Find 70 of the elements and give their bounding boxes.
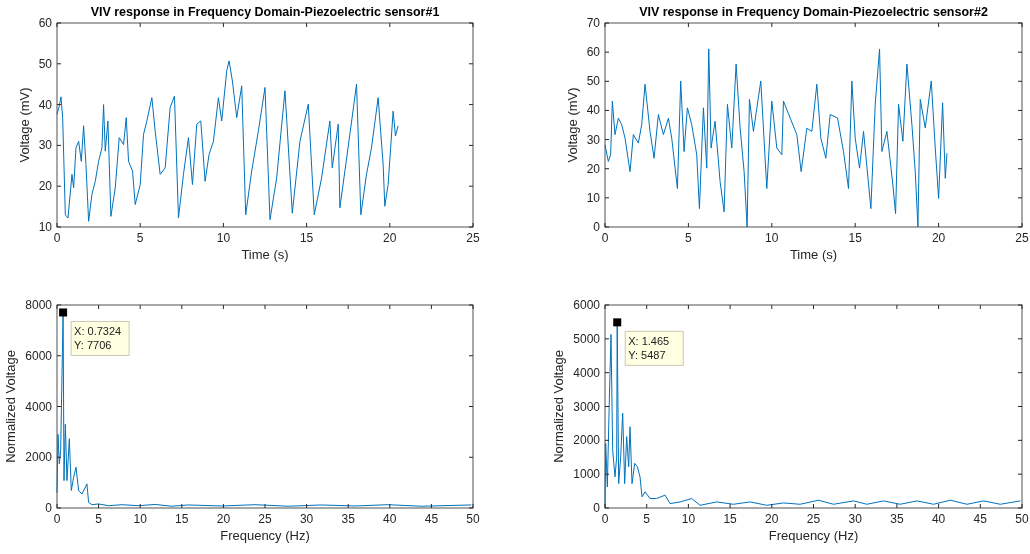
x-tick-label: 5 bbox=[685, 231, 693, 245]
y-axis-title: Voltage (mV) bbox=[17, 87, 32, 163]
x-tick-label: 20 bbox=[765, 512, 779, 526]
x-tick-label: 35 bbox=[341, 512, 356, 526]
x-tick-label: 25 bbox=[258, 512, 272, 526]
x-tick-label: 45 bbox=[973, 512, 988, 526]
y-tick-label: 2000 bbox=[25, 450, 53, 465]
y-tick-label: 0 bbox=[593, 220, 601, 234]
y-tick-label: 20 bbox=[586, 161, 601, 176]
y-tick-label: 20 bbox=[38, 179, 53, 194]
y-tick-label: 2000 bbox=[573, 433, 601, 448]
y-tick-label: 0 bbox=[45, 501, 53, 515]
y-tick-label: 60 bbox=[38, 16, 53, 30]
y-tick-label: 40 bbox=[586, 103, 601, 118]
x-tick-label: 5 bbox=[136, 231, 144, 245]
x-tick-label: 30 bbox=[848, 512, 863, 526]
y-tick-label: 1000 bbox=[573, 467, 601, 482]
y-tick-label: 30 bbox=[586, 132, 601, 147]
y-tick-label: 10 bbox=[586, 190, 601, 205]
x-axis-title: Frequency (Hz) bbox=[768, 528, 859, 543]
x-tick-label: 10 bbox=[216, 231, 231, 245]
x-tick-label: 30 bbox=[299, 512, 314, 526]
y-tick-label: 10 bbox=[38, 220, 53, 234]
y-tick-label: 50 bbox=[586, 74, 601, 89]
x-tick-label: 20 bbox=[931, 231, 946, 245]
chart-title: VIV response in Frequency Domain-Piezoelectric sensor#2 bbox=[639, 5, 988, 19]
x-tick-label: 35 bbox=[890, 512, 904, 526]
y-axis-title: Voltage (mV) bbox=[565, 87, 580, 163]
x-tick-label: 25 bbox=[466, 231, 480, 245]
y-tick-label: 40 bbox=[38, 97, 53, 112]
y-tick-label: 70 bbox=[586, 16, 601, 30]
annotation: X: 0.7324 Y: 7706 bbox=[74, 325, 122, 352]
y-tick-label: 5000 bbox=[573, 331, 601, 346]
x-tick-label: 10 bbox=[765, 231, 779, 245]
x-tick-label: 45 bbox=[424, 512, 439, 526]
x-tick-label: 5 bbox=[643, 512, 651, 526]
x-axis-title: Frequency (Hz) bbox=[220, 528, 310, 543]
x-tick-label: 20 bbox=[216, 512, 231, 526]
x-tick-label: 15 bbox=[723, 512, 738, 526]
y-tick-label: 0 bbox=[593, 501, 601, 515]
x-tick-label: 40 bbox=[383, 512, 397, 526]
x-tick-label: 50 bbox=[466, 512, 480, 526]
y-axis-title: Normalized Voltage bbox=[3, 350, 18, 463]
annotation: X: 1.465 Y: 5487 bbox=[628, 335, 670, 362]
x-tick-label: 5 bbox=[95, 512, 103, 526]
x-tick-label: 15 bbox=[848, 231, 863, 245]
x-tick-label: 40 bbox=[931, 512, 946, 526]
x-tick-label: 25 bbox=[1015, 231, 1029, 245]
x-axis-title: Time (s) bbox=[789, 247, 838, 262]
y-tick-label: 6000 bbox=[25, 348, 53, 363]
line-series bbox=[604, 48, 948, 228]
x-tick-label: 25 bbox=[806, 512, 821, 526]
y-tick-label: 30 bbox=[38, 138, 53, 153]
y-tick-label: 6000 bbox=[573, 298, 601, 312]
x-tick-label: 10 bbox=[133, 512, 148, 526]
y-tick-label: 3000 bbox=[573, 399, 601, 414]
y-axis-title: Normalized Voltage bbox=[551, 350, 566, 463]
x-tick-label: 20 bbox=[383, 231, 397, 245]
y-tick-label: 60 bbox=[586, 45, 601, 60]
x-tick-label: 15 bbox=[299, 231, 314, 245]
x-tick-label: 15 bbox=[175, 512, 189, 526]
x-tick-label: 10 bbox=[681, 512, 696, 526]
y-tick-label: 4000 bbox=[25, 399, 53, 414]
chart-title: VIV response in Frequency Domain-Piezoelectric sensor#1 bbox=[90, 5, 440, 19]
y-tick-label: 4000 bbox=[573, 365, 601, 380]
y-tick-label: 8000 bbox=[25, 298, 53, 312]
x-tick-label: 50 bbox=[1015, 512, 1029, 526]
line-series bbox=[56, 60, 399, 222]
x-axis-title: Time (s) bbox=[241, 247, 289, 262]
y-tick-label: 50 bbox=[38, 56, 53, 71]
